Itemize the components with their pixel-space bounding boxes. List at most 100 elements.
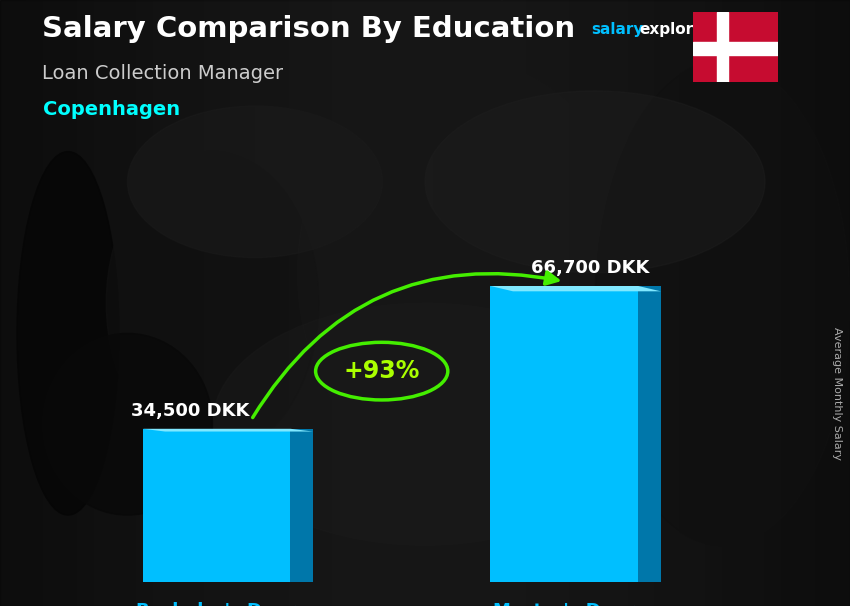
Polygon shape (490, 286, 661, 291)
Bar (289, 0, 297, 606)
Bar (502, 0, 510, 606)
Bar (672, 0, 680, 606)
Ellipse shape (298, 61, 638, 485)
Bar (731, 0, 740, 606)
Text: 66,700 DKK: 66,700 DKK (531, 259, 649, 277)
Bar (578, 0, 586, 606)
Bar (272, 0, 280, 606)
Bar (468, 0, 476, 606)
Text: Salary Comparison By Education: Salary Comparison By Education (42, 15, 575, 43)
Polygon shape (291, 429, 313, 582)
Bar (298, 0, 306, 606)
Bar (60, 0, 68, 606)
Bar (374, 0, 382, 606)
Bar (717, 12, 728, 82)
Bar (102, 0, 110, 606)
Ellipse shape (42, 333, 212, 515)
Bar (212, 0, 221, 606)
Bar (629, 0, 638, 606)
Bar (510, 0, 518, 606)
Text: Copenhagen: Copenhagen (42, 100, 179, 119)
Bar (34, 0, 42, 606)
Bar (808, 0, 816, 606)
Bar (136, 0, 144, 606)
Bar (697, 0, 706, 606)
Bar (196, 0, 204, 606)
Bar (357, 0, 366, 606)
Bar (416, 0, 425, 606)
Bar (68, 0, 76, 606)
Polygon shape (143, 429, 313, 431)
Bar (706, 0, 714, 606)
Bar (306, 0, 314, 606)
Bar (85, 0, 94, 606)
Bar (51, 0, 60, 606)
Bar (595, 0, 604, 606)
Bar (484, 0, 493, 606)
Bar (110, 0, 119, 606)
Bar (604, 0, 612, 606)
Bar (42, 0, 51, 606)
Bar (264, 0, 272, 606)
Bar (586, 0, 595, 606)
Ellipse shape (106, 152, 319, 454)
Text: salary: salary (591, 22, 643, 38)
Bar (646, 0, 654, 606)
Bar (204, 0, 212, 606)
Bar (382, 0, 391, 606)
Bar (143, 429, 291, 582)
Ellipse shape (17, 152, 119, 515)
Text: Loan Collection Manager: Loan Collection Manager (42, 64, 284, 82)
Bar (425, 0, 434, 606)
Ellipse shape (595, 61, 850, 545)
Text: Average Monthly Salary: Average Monthly Salary (832, 327, 842, 461)
Bar (442, 0, 450, 606)
Bar (178, 0, 187, 606)
Bar (490, 286, 638, 582)
Bar (8, 0, 17, 606)
Bar (663, 0, 672, 606)
Bar (221, 0, 230, 606)
Bar (493, 0, 501, 606)
Text: +93%: +93% (343, 359, 420, 383)
Bar (722, 0, 731, 606)
Bar (570, 0, 578, 606)
Bar (26, 0, 34, 606)
Bar (153, 0, 162, 606)
Ellipse shape (425, 91, 765, 273)
Bar (527, 0, 536, 606)
Bar (799, 0, 808, 606)
Bar (680, 0, 688, 606)
Polygon shape (638, 286, 661, 582)
Bar (246, 0, 255, 606)
Bar (128, 0, 136, 606)
Bar (612, 0, 620, 606)
Bar (230, 0, 238, 606)
Bar (654, 0, 663, 606)
Bar (740, 0, 748, 606)
Bar (348, 0, 357, 606)
Bar (756, 0, 765, 606)
Bar (842, 0, 850, 606)
Bar (187, 0, 196, 606)
Ellipse shape (212, 303, 638, 545)
Bar (144, 0, 153, 606)
Bar (391, 0, 399, 606)
Bar (824, 0, 833, 606)
Bar (620, 0, 629, 606)
Bar (238, 0, 246, 606)
Bar (170, 0, 178, 606)
Bar (638, 0, 646, 606)
Bar (450, 0, 459, 606)
Bar (765, 0, 774, 606)
Bar (400, 0, 408, 606)
Bar (0, 0, 8, 606)
Bar (332, 0, 340, 606)
Bar (536, 0, 544, 606)
Bar (366, 0, 374, 606)
Bar (790, 0, 799, 606)
Bar (544, 0, 552, 606)
Bar (816, 0, 824, 606)
Bar (255, 0, 264, 606)
Bar (688, 0, 697, 606)
